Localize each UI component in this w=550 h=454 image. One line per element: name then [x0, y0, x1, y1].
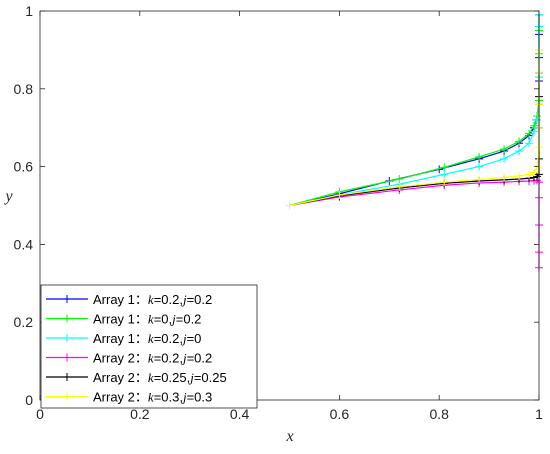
- data-point-marker: [500, 173, 509, 182]
- legend-label: Array 1：k=0.2,j=0.2: [93, 292, 212, 307]
- legend-label: Array 1：k=0,j=0.2: [93, 312, 201, 327]
- legend-entry: Array 2：k=0.3,j=0.3: [46, 390, 212, 405]
- data-point-marker: [440, 170, 449, 179]
- y-tick-label: 0.4: [14, 236, 34, 252]
- y-tick-label: 0: [25, 392, 33, 408]
- y-tick-label: 1: [25, 3, 33, 19]
- legend-marker: [63, 314, 71, 323]
- data-point-marker: [335, 190, 344, 199]
- legend-marker: [63, 353, 71, 362]
- data-point-marker: [475, 175, 484, 184]
- data-point-marker: [530, 168, 539, 177]
- data-point-marker: [500, 145, 509, 154]
- legend-entry: Array 1：k=0.2,j=0: [46, 331, 201, 346]
- data-point-marker: [530, 127, 539, 136]
- y-tick-label: 0.6: [14, 159, 34, 175]
- legend-entry: Array 2：k=0.2,j=0.2: [46, 351, 212, 366]
- data-point-marker: [475, 162, 484, 171]
- legend-marker: [63, 295, 71, 303]
- data-point-marker: [440, 178, 449, 187]
- x-tick-label: 0.8: [429, 406, 449, 422]
- x-tick-label: 0.2: [130, 406, 150, 422]
- legend-entry: Array 1：k=0,j=0.2: [46, 312, 201, 327]
- legend-marker: [63, 373, 71, 381]
- legend-marker: [63, 392, 71, 401]
- data-point-marker: [525, 170, 534, 179]
- data-point-marker: [500, 154, 509, 163]
- x-tick-label: 0.4: [230, 406, 250, 422]
- legend-label: Array 2：k=0.25,j=0.25: [93, 370, 227, 385]
- data-point-marker: [533, 115, 542, 124]
- legend-label: Array 2：k=0.3,j=0.3: [93, 390, 212, 405]
- axes: 0 0.2 0.4 0.6 0.8 1 0 0.2 0.4 0.6 0.8 1: [14, 3, 544, 422]
- data-point-marker: [395, 182, 404, 191]
- legend-marker: [63, 334, 71, 342]
- data-point-marker: [515, 147, 524, 156]
- x-axis-label: x: [285, 428, 293, 445]
- data-point-marker: [515, 137, 524, 146]
- data-point-marker: [440, 163, 449, 172]
- y-tick-label: 0.2: [14, 314, 34, 330]
- data-point-marker: [525, 129, 534, 138]
- x-tick-label: 0: [36, 406, 44, 422]
- data-point-marker: [525, 139, 534, 148]
- legend-box: [40, 284, 258, 409]
- legend-entry: Array 2：k=0.25,j=0.25: [46, 370, 227, 385]
- data-point-marker: [285, 201, 294, 210]
- x-tick-label: 0.6: [330, 406, 350, 422]
- legend-label: Array 2：k=0.2,j=0.2: [93, 351, 212, 366]
- x-tick-label: 1: [535, 406, 543, 422]
- legend: Array 1：k=0.2,j=0.2 Array 1：k=0,j=0.2 Arra…: [40, 284, 258, 409]
- data-point-marker: [475, 152, 484, 161]
- y-tick-label: 0.8: [14, 81, 34, 97]
- legend-label: Array 1：k=0.2,j=0: [93, 331, 201, 346]
- axes-box: [39, 10, 540, 401]
- y-axis-label: y: [3, 188, 13, 205]
- data-point-marker: [515, 171, 524, 180]
- legend-entry: Array 1：k=0.2,j=0.2: [46, 292, 212, 307]
